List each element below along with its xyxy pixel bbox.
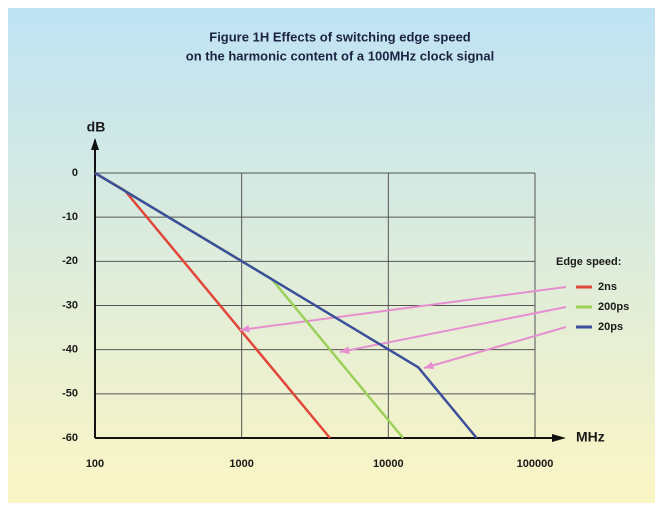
y-tick-label: 0 (72, 167, 78, 179)
y-axis-arrow (91, 138, 99, 150)
series-line (94, 171, 478, 439)
y-tick-label: -10 (62, 211, 78, 223)
x-tick-label: 10000 (373, 458, 404, 470)
x-axis-arrow (552, 434, 566, 442)
legend-title: Edge speed: (556, 256, 621, 268)
y-tick-label: -50 (62, 388, 78, 400)
annotation-arrowhead (240, 324, 250, 333)
y-tick-label: -60 (62, 432, 78, 444)
annotation-arrowhead (424, 361, 434, 370)
x-axis-label: MHz (576, 429, 605, 445)
x-tick-label: 100000 (517, 458, 554, 470)
annotation-arrowhead (340, 346, 350, 355)
x-tick-label: 1000 (229, 458, 253, 470)
annotation-arrow (423, 326, 567, 369)
chart-title: Figure 1H Effects of switching edge spee… (209, 29, 471, 44)
y-tick-label: -40 (62, 344, 78, 356)
annotation-arrow (339, 306, 567, 353)
x-tick-label: 100 (86, 458, 104, 470)
y-axis-label: dB (87, 119, 106, 135)
legend-label: 20ps (598, 321, 623, 333)
background (8, 8, 655, 503)
y-tick-label: -30 (62, 299, 78, 311)
chart-subtitle: on the harmonic content of a 100MHz cloc… (186, 48, 494, 63)
annotation-arrow (239, 286, 567, 331)
legend-label: 200ps (598, 301, 629, 313)
legend-label: 2ns (598, 281, 617, 293)
y-tick-label: -20 (62, 255, 78, 267)
